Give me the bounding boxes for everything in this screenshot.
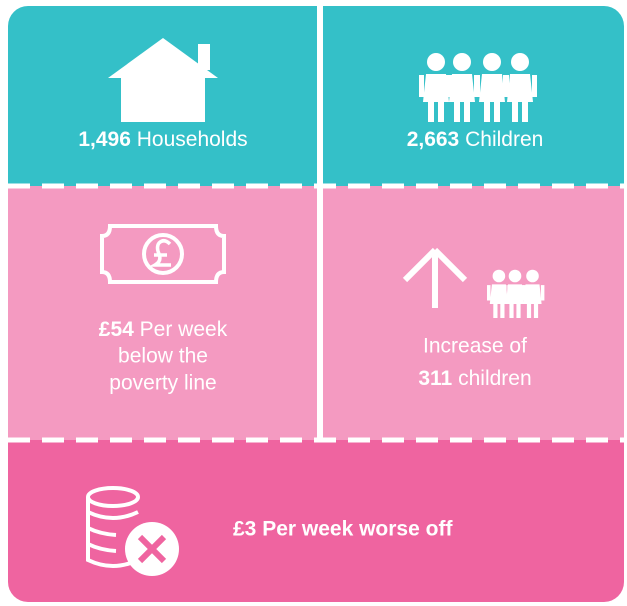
increase-icon (402, 247, 545, 318)
worse-off-text: £3 Per week worse off (233, 518, 453, 541)
poverty-text: below the (118, 345, 208, 368)
coins-icon (86, 486, 179, 576)
house-icon (108, 38, 218, 122)
poverty-text: poverty line (109, 372, 216, 395)
label: children (458, 367, 532, 390)
value: 2,663 (407, 128, 460, 151)
label: Households (137, 128, 248, 151)
increase-text: 311 children (418, 367, 531, 390)
value: 311 (418, 367, 452, 390)
tile-bottom (8, 440, 624, 602)
poverty-text: £54 Per week (99, 318, 228, 341)
banknote-icon (100, 224, 226, 284)
households-text: 1,496 Households (78, 128, 247, 151)
value: 1,496 (78, 128, 131, 151)
children-text: 2,663 Children (407, 128, 544, 151)
value: £54 (99, 318, 134, 341)
increase-text: Increase of (423, 335, 527, 358)
label: Children (465, 128, 543, 151)
label: Per week (140, 318, 228, 341)
tile-middle (8, 186, 624, 440)
